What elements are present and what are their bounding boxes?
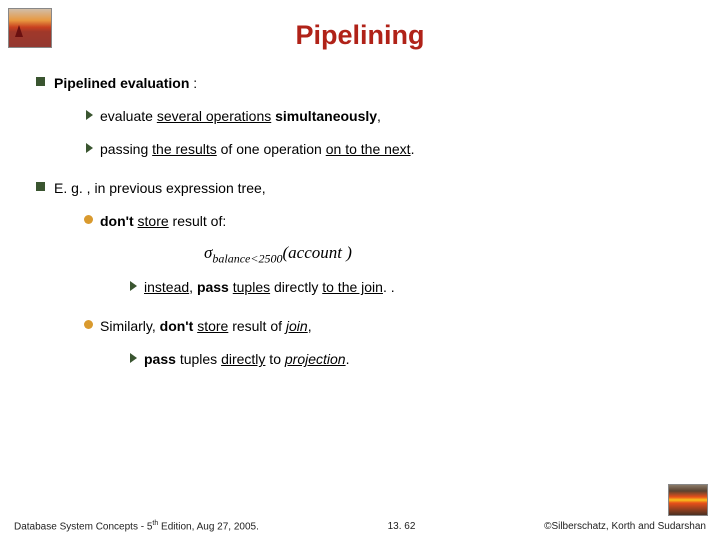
- text-bold: pass: [144, 351, 180, 367]
- text-bold: pass: [197, 279, 233, 295]
- text: . .: [383, 279, 395, 295]
- bullet-level1: E. g. , in previous expression tree,: [54, 178, 698, 199]
- logo-bottom-image: [668, 484, 708, 516]
- bullet-level2: evaluate several operations simultaneous…: [100, 106, 698, 127]
- text: Database System Concepts - 5: [14, 521, 152, 532]
- text: tuples: [180, 351, 221, 367]
- logo-top-image: [8, 8, 52, 48]
- text-bold: simultaneously: [271, 108, 377, 124]
- text: result of:: [169, 213, 227, 229]
- formula-expression: σbalance<2500(account ): [204, 240, 698, 267]
- formula-arg: (account ): [282, 243, 351, 262]
- text: :: [189, 75, 197, 91]
- text-ul: the results: [152, 141, 217, 157]
- text-ul: store: [197, 318, 228, 334]
- text: Edition, Aug 27, 2005.: [158, 521, 259, 532]
- bullet-level3: pass tuples directly to projection.: [144, 349, 698, 370]
- text: .: [346, 351, 350, 367]
- footer-center: 13. 62: [388, 521, 416, 532]
- text: ,: [308, 318, 312, 334]
- footer-right: ©Silberschatz, Korth and Sudarshan: [544, 521, 706, 532]
- text: Similarly,: [100, 318, 160, 334]
- text-ul-ital: join: [286, 318, 308, 334]
- text-ul-ital: projection: [285, 351, 346, 367]
- text-ul: directly: [221, 351, 265, 367]
- text: result of: [228, 318, 286, 334]
- text-ul: store: [138, 213, 169, 229]
- bullet-level2: Similarly, don't store result of join,: [100, 316, 698, 337]
- text: to: [265, 351, 284, 367]
- formula-subscript: balance<2500: [212, 251, 282, 265]
- bullet-level3: instead, pass tuples directly to the joi…: [144, 277, 698, 298]
- text: ,: [377, 108, 381, 124]
- text-ul: on to the next: [326, 141, 411, 157]
- text: evaluate: [100, 108, 157, 124]
- bullet-level2: don't store result of:: [100, 211, 698, 232]
- text-bold: don't: [160, 318, 198, 334]
- text: of one operation: [217, 141, 326, 157]
- text-ul: to the join: [322, 279, 383, 295]
- slide-footer: Database System Concepts - 5th Edition, …: [0, 520, 720, 532]
- text: E. g. , in previous expression tree,: [54, 180, 266, 196]
- bullet-level1: Pipelined evaluation :: [54, 73, 698, 94]
- text-bold: don't: [100, 213, 138, 229]
- bullet-level2: passing the results of one operation on …: [100, 139, 698, 160]
- text-ul: tuples: [233, 279, 270, 295]
- slide-title: Pipelining: [0, 0, 720, 51]
- text: ,: [189, 279, 197, 295]
- text: passing: [100, 141, 152, 157]
- text-bold: Pipelined evaluation: [54, 75, 189, 91]
- slide-content: Pipelined evaluation : evaluate several …: [0, 73, 720, 370]
- text: directly: [270, 279, 322, 295]
- footer-left: Database System Concepts - 5th Edition, …: [14, 520, 259, 532]
- text-ul: several operations: [157, 108, 271, 124]
- text: .: [411, 141, 415, 157]
- text-ul: instead: [144, 279, 189, 295]
